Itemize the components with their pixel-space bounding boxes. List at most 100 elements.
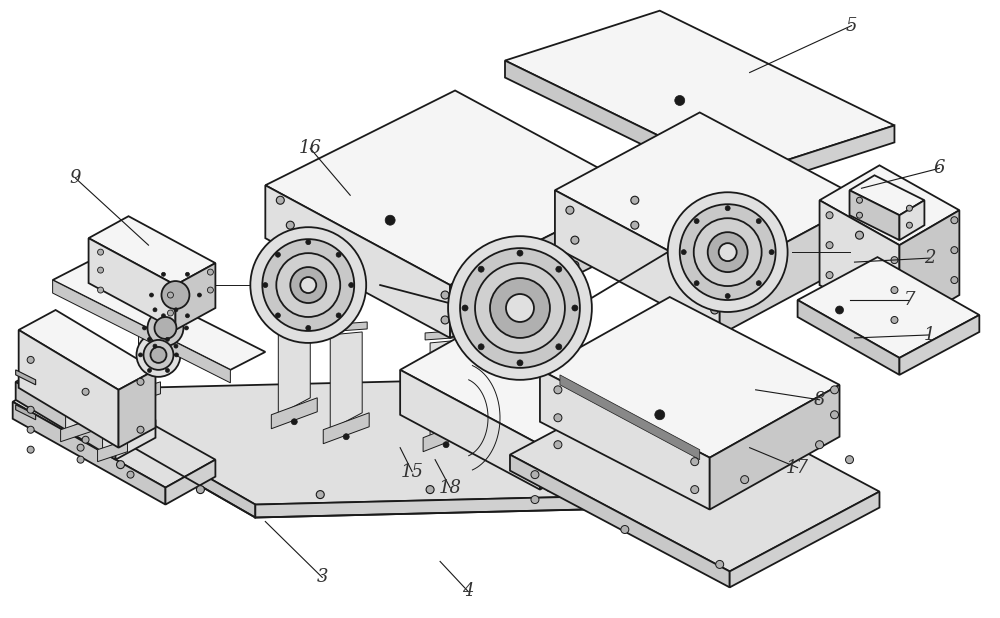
Polygon shape <box>820 166 959 245</box>
Circle shape <box>441 316 449 324</box>
Polygon shape <box>505 61 740 192</box>
Circle shape <box>77 444 84 451</box>
Polygon shape <box>66 350 86 430</box>
Circle shape <box>316 491 324 499</box>
Circle shape <box>441 291 449 299</box>
Polygon shape <box>555 112 864 278</box>
Circle shape <box>490 278 550 338</box>
Circle shape <box>756 219 761 224</box>
Circle shape <box>27 357 34 363</box>
Polygon shape <box>425 330 467 340</box>
Polygon shape <box>175 263 215 330</box>
Circle shape <box>174 308 178 312</box>
Circle shape <box>426 486 434 494</box>
Circle shape <box>336 313 341 318</box>
Circle shape <box>153 344 157 348</box>
Polygon shape <box>505 11 894 176</box>
Circle shape <box>250 227 366 343</box>
Circle shape <box>98 267 104 273</box>
Circle shape <box>571 236 579 244</box>
Circle shape <box>656 478 664 486</box>
Polygon shape <box>13 374 215 488</box>
Polygon shape <box>61 420 91 442</box>
Circle shape <box>554 414 562 421</box>
Circle shape <box>857 197 862 203</box>
Polygon shape <box>720 200 864 335</box>
Circle shape <box>290 267 326 303</box>
Text: 2: 2 <box>924 249 935 267</box>
Text: 8: 8 <box>814 391 825 408</box>
Circle shape <box>207 287 213 293</box>
Polygon shape <box>480 322 520 332</box>
Circle shape <box>137 426 144 433</box>
Polygon shape <box>710 385 840 510</box>
Circle shape <box>906 222 912 228</box>
Circle shape <box>741 476 749 484</box>
Polygon shape <box>16 370 36 385</box>
Circle shape <box>711 306 719 314</box>
Polygon shape <box>139 312 155 390</box>
Circle shape <box>149 293 153 297</box>
Circle shape <box>906 205 912 211</box>
Circle shape <box>443 442 449 447</box>
Circle shape <box>681 250 686 255</box>
Circle shape <box>556 266 562 272</box>
Circle shape <box>556 344 562 350</box>
Circle shape <box>655 410 665 420</box>
Text: 1: 1 <box>924 326 935 344</box>
Circle shape <box>846 455 854 464</box>
Circle shape <box>174 344 178 348</box>
Circle shape <box>98 249 104 255</box>
Circle shape <box>716 561 724 569</box>
Circle shape <box>385 215 395 225</box>
Circle shape <box>27 446 34 453</box>
Circle shape <box>694 219 699 224</box>
Circle shape <box>154 274 196 316</box>
Circle shape <box>167 292 173 298</box>
Polygon shape <box>165 460 215 504</box>
Circle shape <box>836 306 844 314</box>
Text: 16: 16 <box>299 140 322 158</box>
Circle shape <box>143 340 173 370</box>
Polygon shape <box>16 405 36 420</box>
Polygon shape <box>16 360 155 442</box>
Polygon shape <box>899 210 959 330</box>
Polygon shape <box>19 310 155 390</box>
Polygon shape <box>271 398 317 429</box>
Polygon shape <box>798 257 979 358</box>
Circle shape <box>286 221 294 229</box>
Polygon shape <box>540 400 620 489</box>
Circle shape <box>475 263 565 353</box>
Circle shape <box>572 305 578 311</box>
Circle shape <box>154 317 176 339</box>
Circle shape <box>185 314 189 318</box>
Circle shape <box>167 310 173 316</box>
Circle shape <box>165 337 169 341</box>
Circle shape <box>153 308 157 312</box>
Circle shape <box>77 456 84 463</box>
Text: 17: 17 <box>786 459 809 476</box>
Polygon shape <box>16 382 116 460</box>
Polygon shape <box>325 322 367 332</box>
Circle shape <box>856 206 863 214</box>
Circle shape <box>197 293 201 297</box>
Circle shape <box>816 468 824 476</box>
Polygon shape <box>53 262 265 370</box>
Polygon shape <box>730 491 879 587</box>
Circle shape <box>554 441 562 449</box>
Circle shape <box>756 472 764 480</box>
Circle shape <box>147 310 183 346</box>
Circle shape <box>826 242 833 248</box>
Polygon shape <box>56 390 255 517</box>
Circle shape <box>276 253 340 317</box>
Circle shape <box>207 269 213 275</box>
Polygon shape <box>330 332 362 430</box>
Circle shape <box>343 434 349 439</box>
Circle shape <box>174 353 178 357</box>
Text: 15: 15 <box>401 463 424 481</box>
Polygon shape <box>400 370 540 489</box>
Circle shape <box>460 248 580 368</box>
Circle shape <box>300 277 316 293</box>
Circle shape <box>262 239 354 331</box>
Circle shape <box>831 386 839 394</box>
